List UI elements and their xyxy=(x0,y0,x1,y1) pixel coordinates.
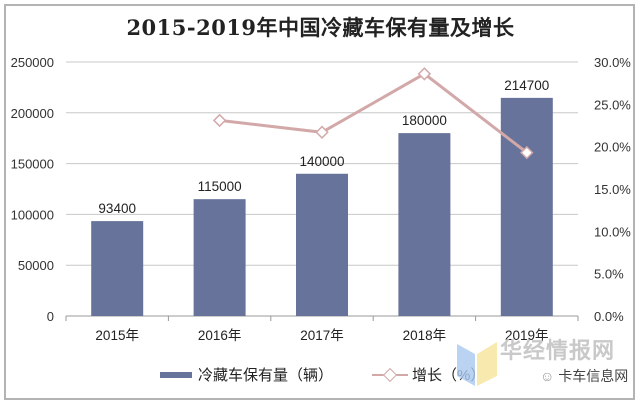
x-axis-label: 2017年 xyxy=(300,328,344,343)
growth-point-marker xyxy=(315,125,329,139)
bar xyxy=(296,173,348,316)
bar-value-label: 140000 xyxy=(299,154,344,169)
y-left-tick: 100000 xyxy=(11,207,54,222)
y-left-tick: 150000 xyxy=(11,157,54,172)
y-right-tick: 5.0% xyxy=(594,267,624,282)
bar-value-label: 180000 xyxy=(402,113,447,128)
wechat-icon: ☺ xyxy=(540,368,555,384)
bar xyxy=(398,133,451,316)
line-diamond-icon xyxy=(372,367,408,382)
x-axis-label: 2016年 xyxy=(198,328,242,343)
y-left-tick: 50000 xyxy=(18,258,54,273)
bar-value-label: 214700 xyxy=(504,78,549,93)
watermark-site: 华经情报网 xyxy=(500,338,616,363)
growth-point-marker xyxy=(520,145,534,160)
x-axis-label: 2019年 xyxy=(505,328,549,343)
y-right-tick: 20.0% xyxy=(594,140,631,155)
growth-point-marker xyxy=(212,113,227,128)
watermark-logo-icon xyxy=(457,342,497,386)
bar-value-label: 115000 xyxy=(198,179,242,194)
legend-bar: 冷藏车保有量（辆） xyxy=(160,364,333,385)
x-axis-label: 2015年 xyxy=(95,328,139,343)
bar-value-label: 93400 xyxy=(98,201,136,216)
y-left-tick: 250000 xyxy=(11,55,54,70)
y-right-tick: 15.0% xyxy=(594,182,631,197)
growth-point-marker xyxy=(417,67,432,81)
bar xyxy=(91,221,144,316)
y-right-tick: 30.0% xyxy=(594,55,631,70)
legend-bar-label: 冷藏车保有量（辆） xyxy=(198,367,334,384)
growth-line xyxy=(219,72,528,154)
y-right-tick: 0.0% xyxy=(594,309,624,324)
x-axis-label: 2018年 xyxy=(403,328,447,343)
watermark-account: ☺ 卡车信息网 xyxy=(540,368,629,384)
bar xyxy=(193,199,246,316)
bar-swatch-icon xyxy=(160,371,192,378)
y-left-tick: 200000 xyxy=(11,106,54,121)
y-left-tick: 0 xyxy=(47,309,54,324)
y-right-tick: 25.0% xyxy=(594,97,631,112)
chart-title: 2015-2019年中国冷藏车保有量及增长 xyxy=(126,15,515,40)
y-right-tick: 10.0% xyxy=(594,224,631,239)
bar xyxy=(500,97,553,316)
